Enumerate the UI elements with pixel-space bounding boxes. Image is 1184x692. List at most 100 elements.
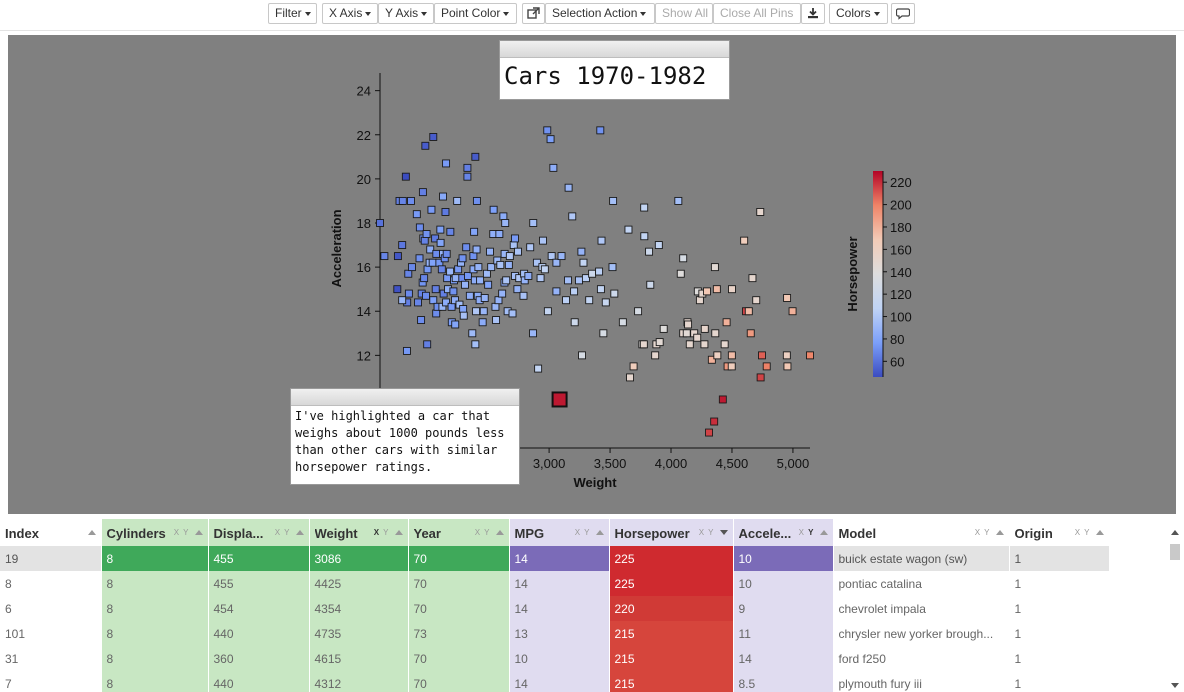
scatter-point[interactable] (462, 243, 471, 252)
scatter-point[interactable] (524, 271, 533, 280)
scatter-point[interactable] (685, 340, 694, 349)
scatter-point[interactable] (752, 296, 761, 305)
scatter-chart[interactable]: 12 14 16 18 20 22 24 3,000 3,500 4,000 4,500 5,000 W… (8, 35, 1176, 514)
axis-assign-toggle[interactable]: X Y (1074, 528, 1091, 537)
scatter-point[interactable] (420, 236, 429, 245)
scatter-point[interactable] (529, 219, 538, 227)
table-row[interactable]: 101 8 440 4735 73 13 215 11 chrysler new yorker … (0, 621, 1110, 646)
scatter-point[interactable] (474, 263, 483, 272)
sort-icon[interactable] (87, 530, 96, 535)
column-header[interactable]: Year X Y (408, 519, 510, 546)
scatter-point[interactable] (471, 152, 480, 161)
scatter-point[interactable] (423, 340, 432, 349)
scatter-point[interactable] (511, 234, 519, 243)
scatter-point[interactable] (442, 249, 451, 258)
scatter-point[interactable] (509, 241, 518, 250)
scatter-point[interactable] (676, 269, 685, 278)
scatter-point[interactable] (449, 287, 458, 296)
column-header[interactable]: Index (0, 519, 102, 546)
table-row[interactable]: 6 8 454 4354 70 14 220 9 chevrolet impala 1 (0, 596, 1110, 621)
scatter-point[interactable] (441, 208, 450, 216)
scatter-point[interactable] (429, 133, 438, 141)
sort-icon[interactable] (995, 530, 1004, 535)
scatter-point[interactable] (609, 196, 618, 205)
scatter-point[interactable] (422, 291, 430, 300)
scatter-point[interactable] (464, 271, 472, 280)
scroll-down-icon[interactable] (1171, 683, 1179, 688)
column-header[interactable]: MPG X Y (509, 519, 610, 546)
sort-icon[interactable] (394, 530, 403, 535)
scatter-point[interactable] (471, 340, 480, 349)
scatter-point[interactable] (756, 208, 765, 216)
scatter-point[interactable] (727, 351, 736, 360)
scatter-point[interactable] (608, 263, 617, 272)
scatter-point[interactable] (579, 258, 588, 267)
table-row[interactable]: 7 8 440 4312 70 14 215 8.5 plymouth fury iii 1 (0, 671, 1110, 692)
scatter-point[interactable] (682, 329, 691, 338)
scatter-point[interactable] (508, 309, 517, 318)
scatter-point[interactable] (674, 196, 683, 205)
scatter-point[interactable] (463, 172, 472, 181)
scatter-point[interactable] (618, 318, 627, 327)
scatter-point[interactable] (710, 417, 719, 426)
scatter-point[interactable] (401, 172, 410, 181)
scatter-point[interactable] (624, 225, 633, 234)
scatter-point[interactable] (402, 346, 411, 355)
scatter-point[interactable] (459, 305, 468, 313)
scatter-point[interactable] (564, 183, 573, 192)
scatter-point[interactable] (463, 163, 472, 172)
scatter-point[interactable] (659, 324, 668, 333)
scatter-point[interactable] (505, 252, 514, 261)
scatter-point[interactable] (465, 291, 474, 300)
column-header[interactable]: Model X Y (833, 519, 1010, 546)
chart-title-box[interactable]: Cars 1970-1982 (499, 40, 730, 100)
scatter-point[interactable] (514, 247, 522, 256)
scatter-point[interactable] (492, 316, 501, 325)
scatter-point[interactable] (398, 296, 407, 305)
scroll-up-icon[interactable] (1171, 530, 1179, 535)
scatter-point[interactable] (543, 126, 552, 135)
scatter-point[interactable] (705, 428, 714, 437)
scatter-point[interactable] (501, 219, 510, 227)
scatter-point[interactable] (519, 291, 528, 300)
scatter-point[interactable] (552, 258, 561, 267)
popout-button[interactable] (522, 3, 545, 24)
scatter-point[interactable] (472, 196, 481, 205)
y-axis-dropdown[interactable]: Y Axis (378, 3, 434, 24)
scatter-point[interactable] (496, 260, 505, 269)
scatter-point[interactable] (451, 274, 460, 283)
scatter-point[interactable] (479, 307, 488, 316)
scatter-point[interactable] (655, 338, 664, 347)
scatter-point[interactable] (575, 276, 583, 285)
column-header[interactable]: Weight X Y (309, 519, 409, 546)
scatter-point[interactable] (601, 298, 610, 307)
scatter-point[interactable] (712, 285, 721, 294)
scatter-point[interactable] (534, 364, 543, 373)
scatter-point[interactable] (707, 355, 716, 364)
scatter-point[interactable] (513, 285, 522, 294)
scatter-plot-area[interactable]: 12 14 16 18 20 22 24 3,000 3,500 4,000 4,500 5,000 W… (8, 35, 1176, 514)
scatter-point[interactable] (476, 276, 485, 285)
scatter-point[interactable] (468, 329, 477, 338)
scatter-point[interactable] (404, 289, 413, 298)
scatter-point[interactable] (581, 274, 590, 283)
sort-icon[interactable] (1095, 530, 1104, 535)
scatter-point[interactable] (782, 351, 791, 360)
scatter-point[interactable] (380, 252, 389, 261)
scatter-point[interactable] (414, 298, 422, 307)
scatter-point[interactable] (640, 232, 649, 241)
table-scrollbar[interactable] (1168, 522, 1182, 692)
scatter-point[interactable] (557, 252, 566, 261)
scatter-point[interactable] (758, 351, 766, 360)
scatter-point[interactable] (421, 141, 430, 150)
column-header[interactable]: Accele... X Y (733, 519, 834, 546)
colors-dropdown[interactable]: Colors (829, 3, 888, 24)
axis-assign-toggle[interactable]: X Y (574, 528, 591, 537)
scatter-point[interactable] (423, 265, 432, 274)
scatter-point[interactable] (469, 252, 478, 261)
scatter-point[interactable] (432, 249, 441, 258)
scatter-point[interactable] (543, 307, 552, 316)
scatter-point[interactable] (585, 296, 594, 305)
scatter-point[interactable] (756, 373, 765, 382)
scatter-point[interactable] (783, 294, 792, 302)
